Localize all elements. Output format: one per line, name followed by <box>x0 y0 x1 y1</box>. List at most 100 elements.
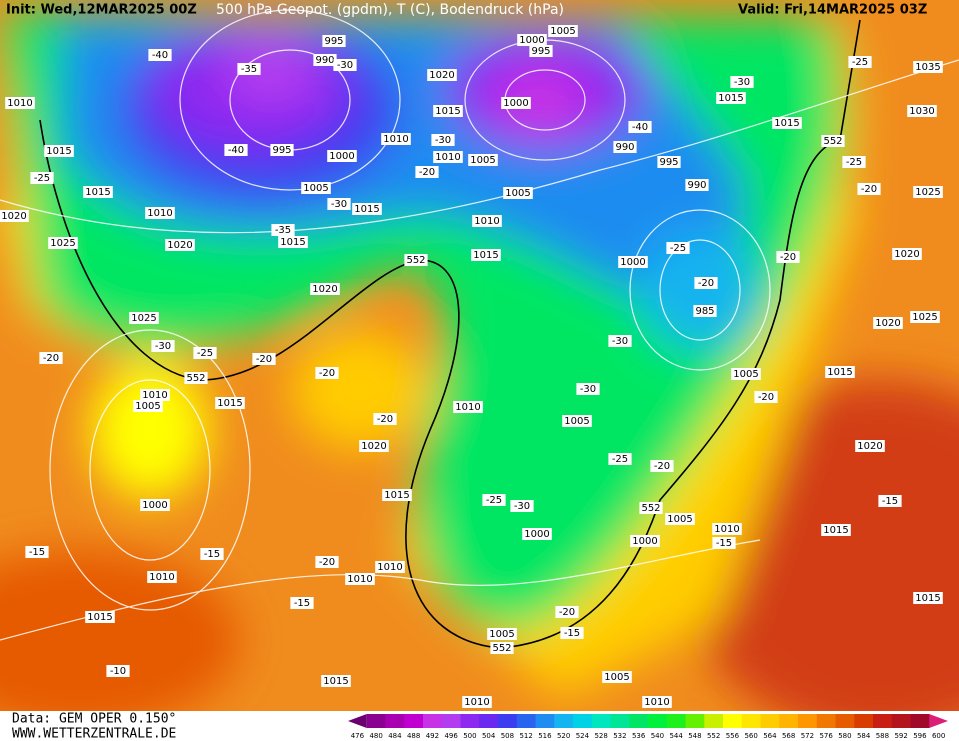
temperature-label: -30 <box>155 341 171 352</box>
colorbar-label: 480 <box>369 732 382 740</box>
valid-time: Valid: Fri,14MAR2025 03Z <box>738 3 927 18</box>
label-box <box>510 500 534 512</box>
map-labels: 1035 1030 1025 1020 1020 1025 1015 1020 1015 1015… <box>0 25 943 708</box>
label-box <box>30 172 54 184</box>
label-box <box>693 305 717 317</box>
label-box <box>730 76 754 88</box>
label-box <box>712 523 742 535</box>
colorbar-cell <box>610 714 630 728</box>
label-box <box>650 460 674 472</box>
isobar-label: 1015 <box>323 676 348 687</box>
label-box <box>415 166 439 178</box>
temperature-label: -20 <box>319 368 335 379</box>
label-box <box>913 61 943 73</box>
label-box <box>313 54 337 66</box>
isobar-label: 995 <box>531 46 550 57</box>
isobar-label: 1005 <box>604 672 629 683</box>
temperature-label: -20 <box>377 414 393 425</box>
colorbar-label: 488 <box>407 732 420 740</box>
temperature-label: -15 <box>564 628 580 639</box>
label-box <box>315 556 339 568</box>
temperature-label: -25 <box>670 243 686 254</box>
label-box <box>215 397 245 409</box>
label-box <box>278 236 308 248</box>
label-box <box>501 97 531 109</box>
colorbar-cell <box>910 714 930 728</box>
label-box <box>382 489 412 501</box>
colorbar-label: 516 <box>538 732 552 740</box>
label-box <box>83 186 113 198</box>
temperature-label: -25 <box>34 173 50 184</box>
label-box <box>639 502 663 514</box>
temperature-label: -25 <box>612 454 628 465</box>
isobar-label: 1010 <box>714 524 739 535</box>
colorbar-cell <box>498 714 518 728</box>
label-box <box>665 513 695 525</box>
isobar-label: 1015 <box>384 490 409 501</box>
colorbar-label: 492 <box>426 732 439 740</box>
label-box <box>106 665 130 677</box>
isobar-label: 995 <box>659 157 678 168</box>
colorbar-cell <box>816 714 836 728</box>
temperature-label: -20 <box>419 167 435 178</box>
temperature-label: -20 <box>698 278 714 289</box>
label-box <box>433 151 463 163</box>
label-box <box>25 546 49 558</box>
label-box <box>345 573 375 585</box>
isobar-label: 1005 <box>733 369 758 380</box>
colorbar-cell <box>535 714 555 728</box>
label-box <box>129 312 159 324</box>
isobar-label: 1010 <box>147 208 172 219</box>
isobar-label: 1010 <box>347 574 372 585</box>
colorbar-label: 512 <box>519 732 532 740</box>
label-box <box>529 45 553 57</box>
label-box <box>848 56 872 68</box>
isobar-label: 1010 <box>464 697 489 708</box>
label-box <box>237 63 261 75</box>
isobar-label: 1025 <box>912 312 937 323</box>
colorbar-cell <box>779 714 799 728</box>
isobar-label: 990 <box>615 142 634 153</box>
colorbar-label: 592 <box>894 732 907 740</box>
isobar-label: 1015 <box>280 237 305 248</box>
init-time: Init: Wed,12MAR2025 00Z <box>6 3 197 18</box>
isobar-label: 1000 <box>524 529 549 540</box>
temperature-label: -25 <box>197 348 213 359</box>
label-box <box>471 249 501 261</box>
colorbar-cell <box>685 714 705 728</box>
label-box <box>151 340 175 352</box>
label-box <box>200 548 224 560</box>
isobar-label: 1030 <box>909 106 934 117</box>
colorbar-cell <box>404 714 424 728</box>
label-box <box>352 203 382 215</box>
label-box <box>224 144 248 156</box>
temperature-label: -40 <box>228 145 244 156</box>
isobar-label: 1000 <box>503 98 528 109</box>
label-box <box>772 117 802 129</box>
isobar-label: 1000 <box>632 536 657 547</box>
colorbar-label: 556 <box>726 732 740 740</box>
isobar-label: 1005 <box>550 26 575 37</box>
label-box <box>825 366 855 378</box>
isobar-label: 990 <box>687 180 706 191</box>
isobar-label: 1000 <box>329 151 354 162</box>
isobar-label: 1020 <box>875 318 900 329</box>
label-box <box>562 415 592 427</box>
colorbar-cell <box>835 714 855 728</box>
colorbar-label: 496 <box>444 732 458 740</box>
label-box <box>821 524 851 536</box>
colorbar-cell <box>554 714 574 728</box>
temperature-label: -30 <box>580 384 596 395</box>
label-box <box>576 383 600 395</box>
colorbar-cell <box>798 714 818 728</box>
label-box <box>642 696 672 708</box>
colorbar-label: 580 <box>838 732 851 740</box>
isobar-label: 1035 <box>915 62 940 73</box>
label-box <box>433 105 463 117</box>
temperature-label: -30 <box>331 199 347 210</box>
website: WWW.WETTERZENTRALE.DE <box>12 727 176 741</box>
label-box <box>39 352 63 364</box>
colorbar-label: 524 <box>576 732 590 740</box>
label-box <box>0 210 29 222</box>
